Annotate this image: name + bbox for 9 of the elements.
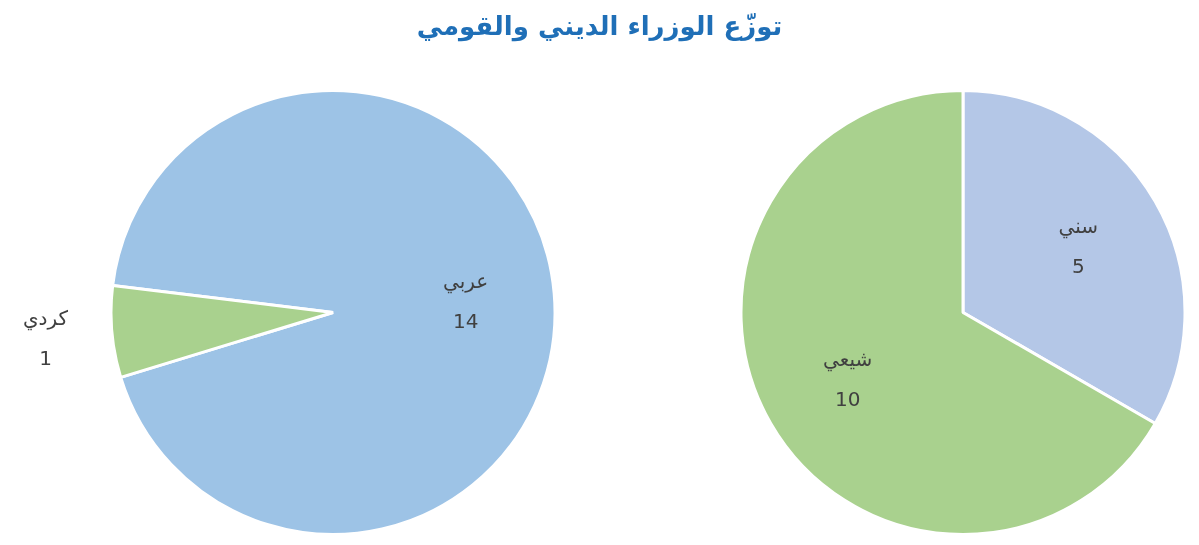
slice-label: كردي <box>22 305 69 331</box>
chart-title: توزّع الوزراء الديني والقومي <box>416 10 783 42</box>
slice-label: سني <box>1058 213 1099 239</box>
data-label: 5 <box>1071 253 1085 278</box>
data-label: 14 <box>452 308 479 333</box>
data-label: 1 <box>39 345 52 370</box>
slice-label: شيعي <box>823 347 873 373</box>
data-label: 10 <box>834 387 861 412</box>
slice-label: عربي <box>443 268 489 294</box>
